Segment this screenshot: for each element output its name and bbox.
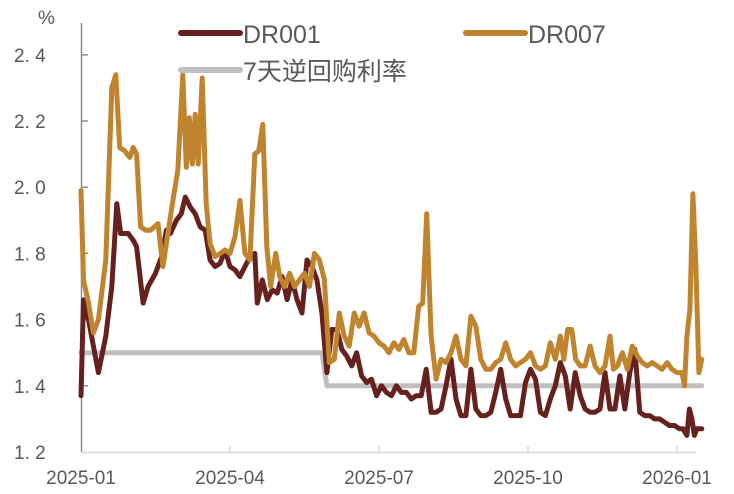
x-tick-label: 2025-07 [344, 468, 414, 489]
y-tick-label: 1. 6 [14, 311, 46, 332]
y-axis-ticks: 1. 2 1. 4 1. 6 1. 8 2. 0 2. 2 2. 4 [14, 46, 88, 464]
legend: DR001 DR007 7天逆回购利率 [178, 21, 606, 86]
x-tick-label: 2025-04 [195, 468, 265, 489]
y-tick-label: 1. 2 [14, 443, 46, 464]
x-axis-ticks: 2025-01 2025-04 2025-07 2025-10 2026-01 [46, 446, 712, 489]
y-axis-unit-label: % [38, 8, 55, 29]
x-tick-label: 2025-10 [493, 468, 563, 489]
legend-label-reverse-repo: 7天逆回购利率 [243, 58, 407, 86]
x-tick-label: 2025-01 [46, 468, 116, 489]
dr001-line [78, 194, 705, 438]
legend-item-dr007: DR007 [463, 21, 606, 49]
legend-item-dr001: DR001 [178, 21, 321, 49]
y-tick-label: 1. 8 [14, 244, 46, 265]
x-tick-label: 2026-01 [642, 468, 712, 489]
series-layer [78, 72, 705, 438]
y-tick-label: 1. 4 [14, 377, 46, 398]
legend-label-dr007: DR007 [528, 21, 606, 49]
dr007-line [78, 72, 705, 389]
legend-item-reverse-repo: 7天逆回购利率 [178, 58, 407, 86]
y-tick-label: 2. 0 [14, 178, 46, 199]
y-tick-label: 2. 4 [14, 46, 46, 67]
legend-label-dr001: DR001 [243, 21, 321, 49]
y-tick-label: 2. 2 [14, 112, 46, 133]
